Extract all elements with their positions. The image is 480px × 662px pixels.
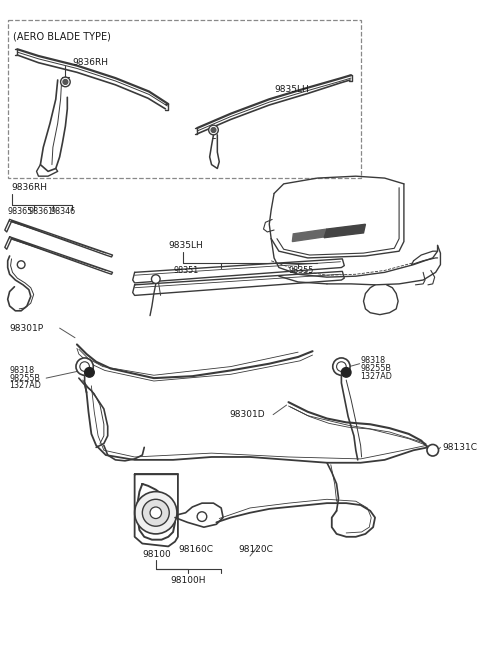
Text: 98301P: 98301P (10, 324, 44, 332)
Circle shape (150, 507, 162, 518)
Circle shape (143, 499, 169, 526)
Circle shape (211, 128, 216, 132)
Circle shape (60, 77, 70, 87)
Circle shape (63, 79, 68, 84)
Polygon shape (324, 224, 365, 238)
Text: 98361: 98361 (29, 207, 54, 216)
Circle shape (80, 361, 89, 371)
Text: 98255B: 98255B (360, 364, 392, 373)
Text: 98120C: 98120C (239, 545, 274, 554)
Text: 98160C: 98160C (178, 545, 213, 554)
Text: 98355: 98355 (288, 266, 314, 275)
Bar (8, 21, 360, 178)
Text: 98346: 98346 (50, 207, 75, 216)
Text: 1327AD: 1327AD (10, 381, 41, 391)
Circle shape (341, 367, 351, 377)
Circle shape (152, 275, 160, 283)
Circle shape (17, 261, 25, 269)
Text: 9835LH: 9835LH (274, 85, 309, 94)
Text: 1327AD: 1327AD (360, 371, 393, 381)
Circle shape (84, 367, 94, 377)
Text: 98318: 98318 (10, 366, 35, 375)
Text: 98100H: 98100H (171, 575, 206, 585)
Text: 98100: 98100 (143, 549, 171, 559)
Text: (AERO BLADE TYPE): (AERO BLADE TYPE) (13, 32, 111, 42)
Polygon shape (292, 229, 327, 242)
Circle shape (333, 358, 350, 375)
Text: 98255B: 98255B (10, 373, 41, 383)
Circle shape (336, 361, 346, 371)
Text: 98365: 98365 (8, 207, 33, 216)
Circle shape (134, 492, 177, 534)
Text: 9836RH: 9836RH (72, 58, 108, 68)
Circle shape (427, 444, 439, 456)
Text: 9835LH: 9835LH (168, 241, 203, 250)
Text: 98131C: 98131C (443, 443, 478, 452)
Text: 98351: 98351 (173, 266, 198, 275)
Circle shape (76, 358, 93, 375)
Text: 9836RH: 9836RH (12, 183, 48, 192)
Text: 98301D: 98301D (229, 410, 264, 419)
Circle shape (209, 125, 218, 135)
Circle shape (197, 512, 207, 522)
Text: 98318: 98318 (360, 356, 386, 365)
